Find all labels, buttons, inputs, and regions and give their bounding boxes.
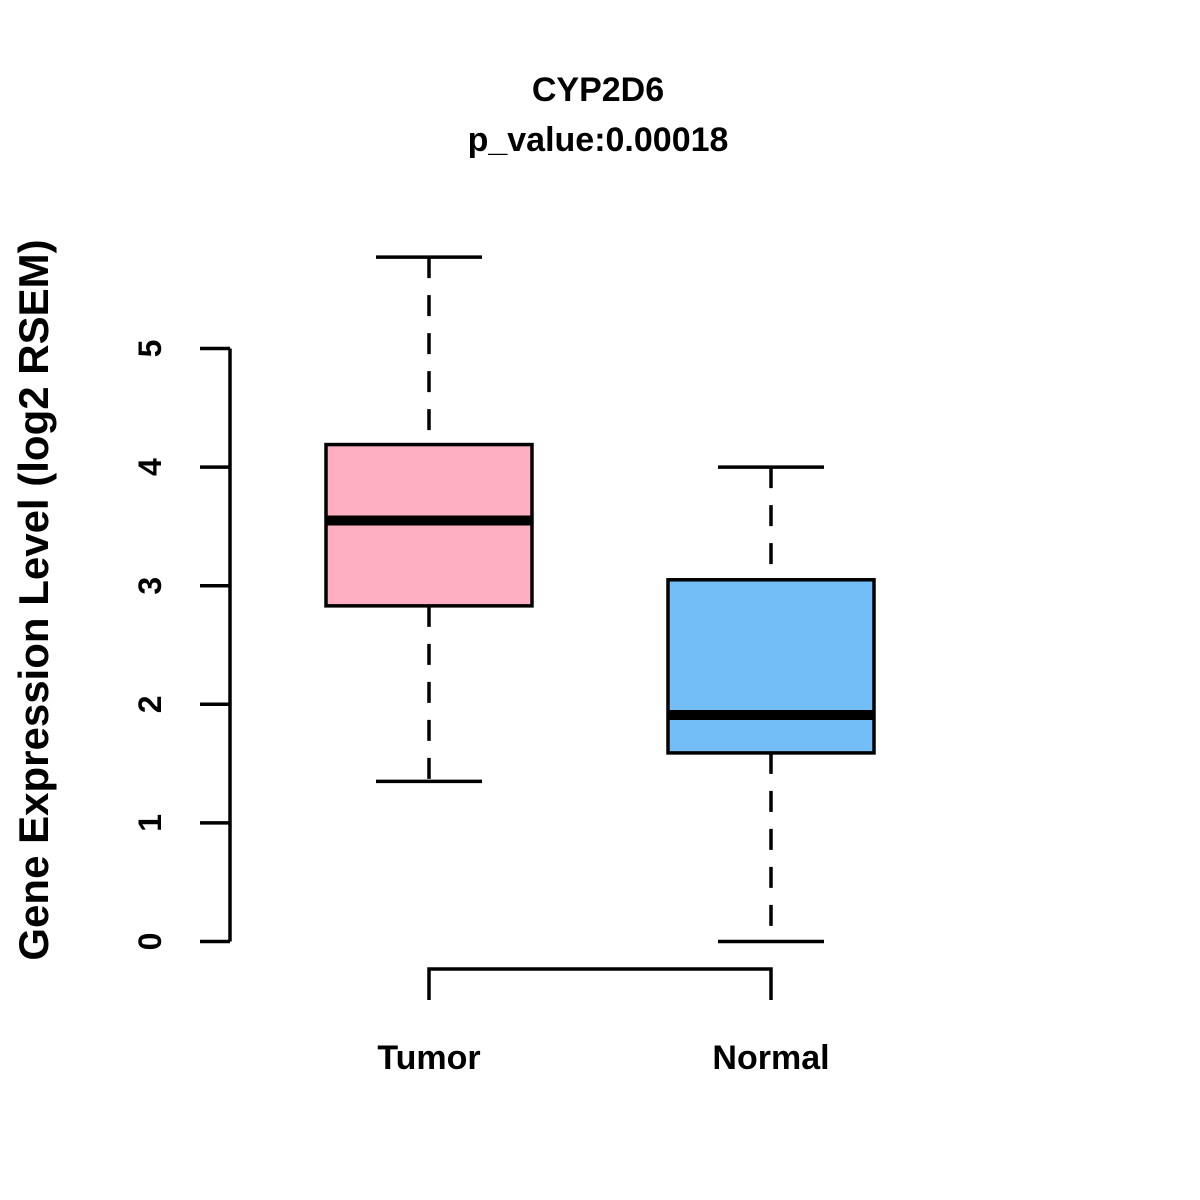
y-axis-tick-label: 2: [132, 695, 168, 713]
chart-title: CYP2D6: [531, 71, 665, 109]
y-axis-tick-label: 5: [132, 340, 168, 358]
y-axis-tick-label: 4: [132, 458, 168, 476]
category-label-normal: Normal: [712, 1039, 830, 1077]
chart-subtitle: p_value:0.00018: [467, 121, 729, 159]
category-label-tumor: Tumor: [377, 1039, 481, 1077]
box-normal: [666, 578, 876, 755]
chart-title-block: CYP2D6 p_value:0.00018: [0, 65, 1196, 165]
comparison-bracket: [427, 967, 773, 1000]
y-axis-tick-label: 1: [132, 814, 168, 832]
y-axis-tick-label: 0: [132, 933, 168, 951]
y-axis-tick-label: 3: [132, 577, 168, 595]
